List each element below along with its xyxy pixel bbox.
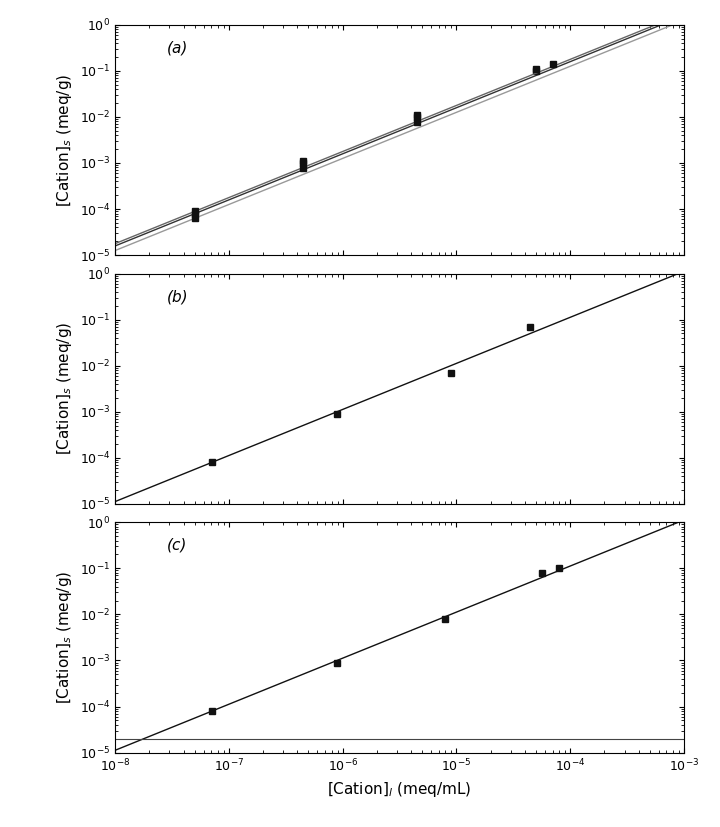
Text: (a): (a) xyxy=(166,41,188,55)
Y-axis label: [Cation]$_s$ (meq/g): [Cation]$_s$ (meq/g) xyxy=(55,74,74,207)
Y-axis label: [Cation]$_s$ (meq/g): [Cation]$_s$ (meq/g) xyxy=(55,571,74,704)
X-axis label: [Cation]$_l$ (meq/mL): [Cation]$_l$ (meq/mL) xyxy=(328,780,472,799)
Y-axis label: [Cation]$_s$ (meq/g): [Cation]$_s$ (meq/g) xyxy=(55,322,74,456)
Text: (c): (c) xyxy=(166,538,186,553)
Text: (b): (b) xyxy=(166,289,188,304)
